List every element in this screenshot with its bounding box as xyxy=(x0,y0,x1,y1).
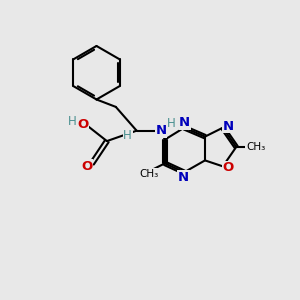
Text: H: H xyxy=(68,115,76,128)
Text: O: O xyxy=(81,160,92,173)
Text: N: N xyxy=(179,116,190,129)
Text: H: H xyxy=(123,129,132,142)
Text: O: O xyxy=(77,118,89,130)
Text: CH₃: CH₃ xyxy=(139,169,158,179)
Text: N: N xyxy=(178,171,189,184)
Text: N: N xyxy=(155,124,167,137)
Text: O: O xyxy=(223,161,234,174)
Text: N: N xyxy=(223,120,234,133)
Text: CH₃: CH₃ xyxy=(246,142,265,152)
Text: H: H xyxy=(167,117,175,130)
